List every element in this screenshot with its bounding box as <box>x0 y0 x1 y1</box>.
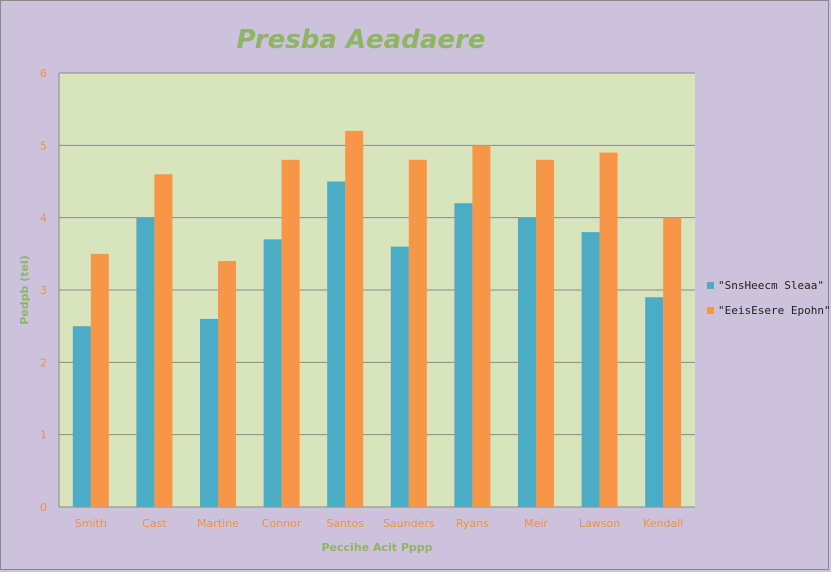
legend-swatch <box>707 282 714 289</box>
bar-1 <box>200 318 218 507</box>
bar-2 <box>663 217 682 507</box>
bar-1 <box>327 181 346 507</box>
bar-1 <box>454 203 473 507</box>
x-tick-label: Cast <box>142 517 167 530</box>
x-tick-label: Ryans <box>456 517 489 530</box>
bars <box>72 130 682 508</box>
y-axis-title: Pedpb (tei) <box>18 255 31 325</box>
x-tick-label: Meir <box>524 517 548 530</box>
bar-2 <box>90 253 109 507</box>
x-tick-label: Santos <box>326 517 364 530</box>
x-axis-title: Peccihe Acit Pppp <box>321 541 432 554</box>
y-tick-label: 6 <box>40 67 47 80</box>
legend: "SnsHeecm Sleaa" "EeisEsere Epohn" <box>707 279 831 317</box>
bar-1 <box>263 239 282 507</box>
y-axis-ticks: 0 1 2 3 4 5 6 <box>40 67 47 514</box>
bar-2 <box>281 159 300 508</box>
legend-swatch <box>707 307 714 314</box>
bar-2 <box>472 145 491 508</box>
x-tick-label: Smith <box>75 517 107 530</box>
x-tick-label: Saunders <box>383 517 435 530</box>
bar-2 <box>599 152 618 508</box>
y-tick-label: 5 <box>40 139 47 152</box>
bar-1 <box>136 217 155 507</box>
y-tick-label: 3 <box>40 284 47 297</box>
bar-2 <box>218 261 236 507</box>
y-tick-label: 1 <box>40 429 47 442</box>
bar-1 <box>518 217 536 507</box>
x-axis-ticks: Smith Cast Martine Connor Santos Saunders Ryan… <box>75 517 684 530</box>
legend-label: "SnsHeecm Sleaa" <box>718 279 824 292</box>
x-tick-label: Kendall <box>643 517 683 530</box>
y-tick-label: 4 <box>40 212 47 225</box>
chart-title: Presba Aeadaere <box>237 25 486 55</box>
bar-1 <box>72 326 91 507</box>
bar-2 <box>154 174 173 507</box>
bar-2 <box>536 159 554 508</box>
x-tick-label: Lawson <box>579 517 620 530</box>
y-tick-label: 2 <box>40 356 47 369</box>
legend-label: "EeisEsere Epohn" <box>718 304 831 317</box>
bar-1 <box>645 297 664 507</box>
x-tick-label: Martine <box>197 517 239 530</box>
bar-2 <box>408 159 427 508</box>
bar-1 <box>390 246 409 507</box>
bar-1 <box>581 232 600 507</box>
bar-2 <box>345 130 364 507</box>
y-tick-label: 0 <box>40 501 47 514</box>
x-tick-label: Connor <box>262 517 302 530</box>
